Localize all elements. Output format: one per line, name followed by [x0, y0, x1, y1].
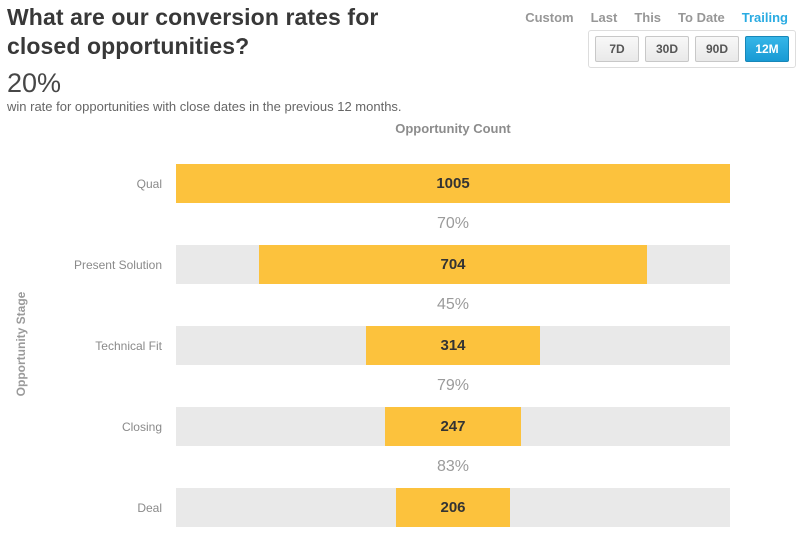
- page-title: What are our conversion rates for closed…: [7, 4, 379, 60]
- range-button-group: 7D 30D 90D 12M: [588, 30, 796, 68]
- conversion-row: 45%: [176, 284, 730, 326]
- bar-qual[interactable]: 1005: [176, 164, 730, 203]
- conversion-row: 83%: [176, 446, 730, 488]
- range-90d-button[interactable]: 90D: [695, 36, 739, 62]
- stage-label: Closing: [121, 419, 162, 434]
- conversion-row: 70%: [176, 203, 730, 245]
- time-mode-row: Custom Last This To Date Trailing: [525, 10, 788, 25]
- chart-title: Opportunity Count: [395, 121, 511, 136]
- mode-this[interactable]: This: [634, 10, 662, 25]
- bar-closing[interactable]: 247: [384, 407, 522, 446]
- conversion-rate: 79%: [436, 377, 470, 394]
- bar-track: 247: [176, 407, 730, 446]
- conversion-row: 79%: [176, 365, 730, 407]
- metric-value: 20%: [7, 68, 62, 98]
- bar-track: 314: [176, 326, 730, 365]
- funnel-row-closing: Closing 247: [0, 407, 730, 446]
- funnel-row-qual: Qual 1005: [0, 164, 730, 203]
- mode-last[interactable]: Last: [590, 10, 618, 25]
- bar-track: 1005: [176, 164, 730, 203]
- funnel-row-present-solution: Present Solution 704: [0, 245, 730, 284]
- mode-to-date[interactable]: To Date: [678, 10, 725, 25]
- mode-custom[interactable]: Custom: [525, 10, 574, 25]
- bar-value: 704: [440, 256, 466, 273]
- bar-value: 206: [440, 499, 466, 516]
- funnel-chart: Qual 1005 70% Present Solution 704 45% T…: [0, 164, 730, 527]
- conversion-rate: 70%: [436, 215, 470, 232]
- stage-label: Technical Fit: [95, 338, 162, 353]
- stage-label: Qual: [136, 176, 162, 191]
- bar-track: 704: [176, 245, 730, 284]
- bar-value: 247: [440, 418, 466, 435]
- mode-trailing[interactable]: Trailing: [741, 10, 788, 25]
- bar-track: 206: [176, 488, 730, 527]
- bar-value: 1005: [436, 175, 470, 192]
- bar-present-solution[interactable]: 704: [258, 245, 648, 284]
- range-7d-button[interactable]: 7D: [595, 36, 639, 62]
- bar-deal[interactable]: 206: [396, 488, 510, 527]
- funnel-row-technical-fit: Technical Fit 314: [0, 326, 730, 365]
- metric-caption: win rate for opportunities with close da…: [7, 99, 402, 114]
- bar-value: 314: [440, 337, 466, 354]
- range-30d-button[interactable]: 30D: [645, 36, 689, 62]
- stage-label: Deal: [137, 500, 162, 515]
- conversion-rate: 83%: [436, 458, 470, 475]
- funnel-row-deal: Deal 206: [0, 488, 730, 527]
- bar-technical-fit[interactable]: 314: [366, 326, 540, 365]
- range-12m-button[interactable]: 12M: [745, 36, 789, 62]
- stage-label: Present Solution: [73, 257, 162, 272]
- conversion-rate: 45%: [436, 296, 470, 313]
